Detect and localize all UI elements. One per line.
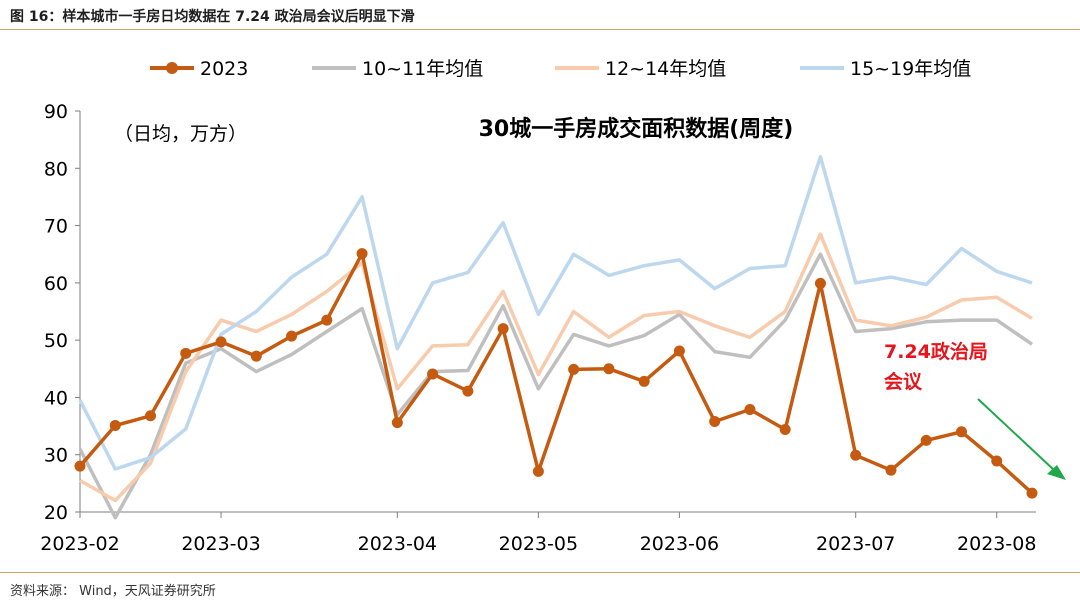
series-line-2023 [78,251,1034,495]
legend-label: 10~11年均值 [362,58,483,80]
legend-label: 15~19年均值 [850,58,971,80]
legend-label: 2023 [200,58,248,80]
x-tick-label: 2023-05 [499,533,578,555]
data-point-2023 [885,464,897,476]
data-point-2023 [250,350,262,362]
x-tick-label: 2023-04 [358,533,437,555]
y-tick-label: 80 [44,158,68,180]
bottom-rule [0,572,1080,573]
data-point-2023 [603,363,615,375]
data-point-2023 [568,363,580,375]
annotation-line-1: 7.24政治局 [884,340,988,363]
y-tick-label: 40 [44,387,68,409]
series-line-10-11- [78,252,1033,520]
data-point-2023 [427,368,439,380]
legend-label: 12~14年均值 [605,58,726,80]
data-point-2023 [673,345,685,357]
data-point-2023 [850,449,862,461]
trend-arrowhead [1047,465,1066,480]
data-point-2023 [180,347,192,359]
y-tick-label: 70 [44,216,68,238]
data-point-2023 [286,330,298,342]
chart-title: 30城一手房成交面积数据(周度) [479,116,794,142]
data-point-2023 [109,419,121,431]
series-line-15-19- [78,155,1033,471]
data-point-2023 [814,277,826,289]
x-tick-label: 2023-07 [816,533,895,555]
data-point-2023 [779,424,791,436]
series-line-12-14- [79,232,1033,503]
data-point-2023 [321,314,333,326]
data-point-2023 [532,465,544,477]
x-tick-label: 2023-08 [957,533,1036,555]
data-point-2023 [955,426,967,438]
data-point-2023 [215,336,227,348]
data-point-2023 [744,403,756,415]
x-tick-label: 2023-06 [640,533,719,555]
y-tick-label: 20 [44,502,68,524]
unit-label: （日均，万方） [114,123,247,145]
data-point-2023 [920,434,932,446]
data-point-2023 [991,455,1003,467]
data-point-2023 [462,385,474,397]
x-tick-label: 2023-03 [181,533,260,555]
annotation-line-2: 会议 [884,370,923,393]
y-tick-label: 90 [44,101,68,123]
trend-arrow [977,398,1055,471]
data-point-2023 [638,375,650,387]
data-point-2023 [74,460,86,472]
x-tick-label: 2023-02 [40,533,119,555]
data-point-2023 [1026,487,1038,499]
legend-marker [166,62,178,74]
data-point-2023 [145,410,157,422]
y-tick-label: 50 [44,330,68,352]
data-point-2023 [356,248,368,260]
figure-title: 图 16：样本城市一手房日均数据在 7.24 政治局会议后明显下滑 [10,9,415,25]
data-point-2023 [497,323,509,335]
y-tick-label: 30 [44,445,68,467]
data-point-2023 [391,417,403,429]
data-point-2023 [709,415,721,427]
y-tick-label: 60 [44,273,68,295]
source-note: 资料来源： Wind，天风证券研究所 [10,584,216,599]
line-chart: 20 30 40 50 60 70 80 90 2023-02 2023-03 2023-04 202… [40,58,1066,555]
top-rule [0,29,1080,30]
